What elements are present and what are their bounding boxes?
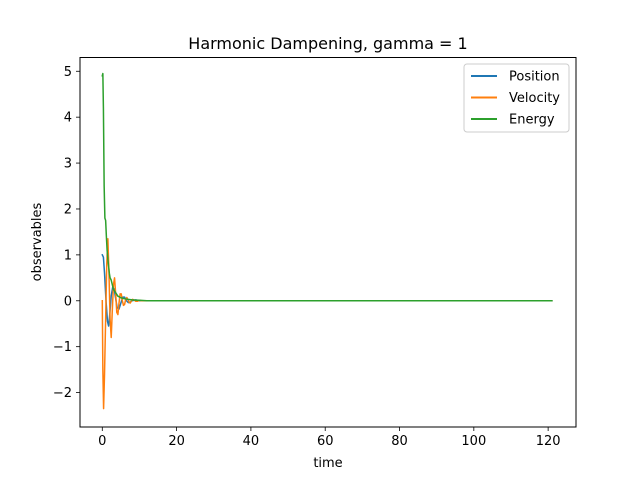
y-tick-label: 4 [64,111,72,126]
x-tick-label: 80 [391,434,408,449]
x-tick-label: 60 [317,434,334,449]
x-tick-label: 0 [98,434,106,449]
x-tick-label: 120 [536,434,561,449]
legend-box [463,63,570,133]
x-tick-label: 100 [461,434,486,449]
plot-area [79,57,577,428]
y-tick-label: 0 [64,294,72,309]
y-axis-ticks: −2 −1 0 1 2 3 4 5 [53,65,80,401]
legend-label-velocity: Velocity [509,91,560,106]
y-axis-label: observables [30,202,45,281]
y-tick-label: 2 [64,202,72,217]
x-axis-ticks: 0 20 40 60 80 100 120 [98,427,561,449]
series-line-energy [101,72,553,302]
legend-label-position: Position [509,70,560,85]
x-tick-label: 40 [243,434,260,449]
legend: Position Velocity Energy [463,63,570,133]
y-tick-label: −1 [53,340,72,355]
chart-title: Harmonic Dampening, gamma = 1 [188,34,467,53]
y-tick-label: 5 [64,65,72,80]
axes-frame [79,57,577,428]
y-tick-label: 1 [64,248,72,263]
x-tick-label: 20 [168,434,185,449]
legend-label-energy: Energy [509,113,555,128]
series-line-velocity [101,238,553,410]
y-tick-label: −2 [53,386,72,401]
series-layer [101,72,553,410]
x-axis-label: time [313,456,342,471]
y-tick-label: 3 [64,157,72,172]
